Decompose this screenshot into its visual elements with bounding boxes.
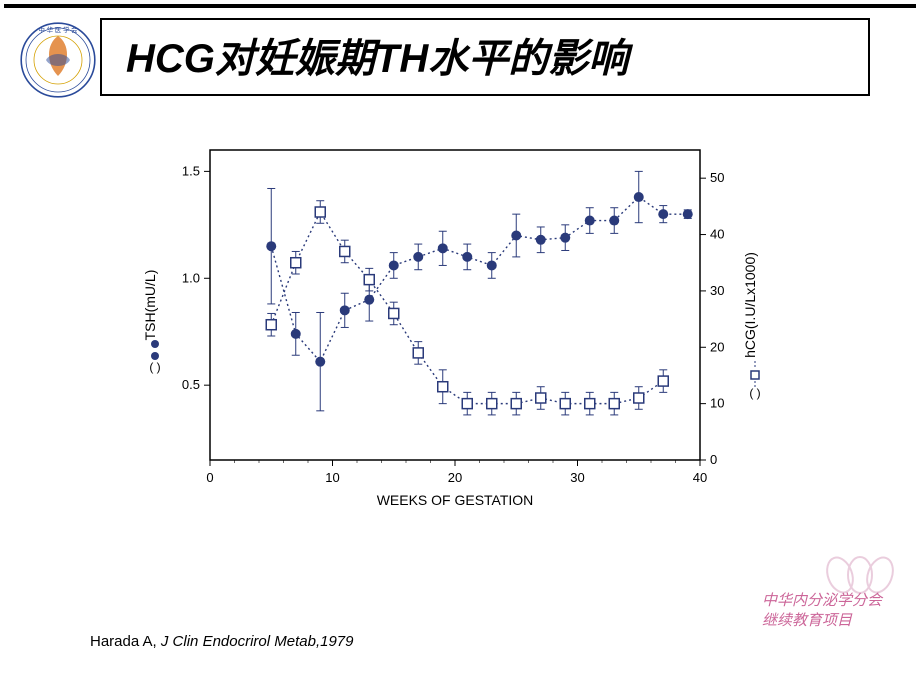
slide: 中 华 医 学 会 HCG对妊娠期TH水平的影响 0 10 20 30 40 0.5 1.0… xyxy=(0,0,920,690)
svg-text:20: 20 xyxy=(448,470,462,485)
svg-text:0: 0 xyxy=(710,452,717,467)
slide-title: HCG对妊娠期TH水平的影响 xyxy=(126,26,850,84)
svg-text:20: 20 xyxy=(710,339,724,354)
citation: Harada A, J Clin Endocrirol Metab,1979 xyxy=(90,633,354,650)
svg-text:50: 50 xyxy=(710,170,724,185)
svg-text:WEEKS OF GESTATION: WEEKS OF GESTATION xyxy=(377,492,534,508)
svg-text:10: 10 xyxy=(710,396,724,411)
svg-text:40: 40 xyxy=(710,227,724,242)
footer-line1: 中华内分泌学分会 xyxy=(762,591,882,611)
top-border xyxy=(4,4,916,8)
title-box: HCG对妊娠期TH水平的影响 xyxy=(100,18,870,96)
svg-text:40: 40 xyxy=(693,470,707,485)
svg-text:( ): ( ) xyxy=(149,360,160,374)
citation-author: Harada A, xyxy=(90,633,161,650)
footer-text: 中华内分泌学分会 继续教育项目 xyxy=(762,591,882,630)
cma-logo-icon: 中 华 医 学 会 xyxy=(18,20,98,100)
svg-text:30: 30 xyxy=(570,470,584,485)
svg-text:hCG(I.U/Lx1000): hCG(I.U/Lx1000) xyxy=(742,252,758,358)
footer-line2: 继续教育项目 xyxy=(762,611,882,631)
svg-text:0.5: 0.5 xyxy=(182,377,200,392)
svg-text:30: 30 xyxy=(710,283,724,298)
svg-text:1.0: 1.0 xyxy=(182,270,200,285)
citation-journal: J Clin Endocrirol Metab,1979 xyxy=(161,633,354,650)
svg-text:( ): ( ) xyxy=(749,386,760,400)
svg-text:0: 0 xyxy=(206,470,213,485)
svg-text:中 华 医 学 会: 中 华 医 学 会 xyxy=(38,25,78,34)
svg-text:10: 10 xyxy=(325,470,339,485)
chart-container: 0 10 20 30 40 0.5 1.0 1.5 0 10 20 30 40 50 WEEKS OF GE… xyxy=(120,130,800,520)
gestation-chart: 0 10 20 30 40 0.5 1.0 1.5 0 10 20 30 40 50 WEEKS OF GE… xyxy=(120,130,800,520)
svg-text:TSH(mU/L): TSH(mU/L) xyxy=(142,270,158,341)
footer-petals-icon xyxy=(820,555,900,595)
svg-text:1.5: 1.5 xyxy=(182,163,200,178)
